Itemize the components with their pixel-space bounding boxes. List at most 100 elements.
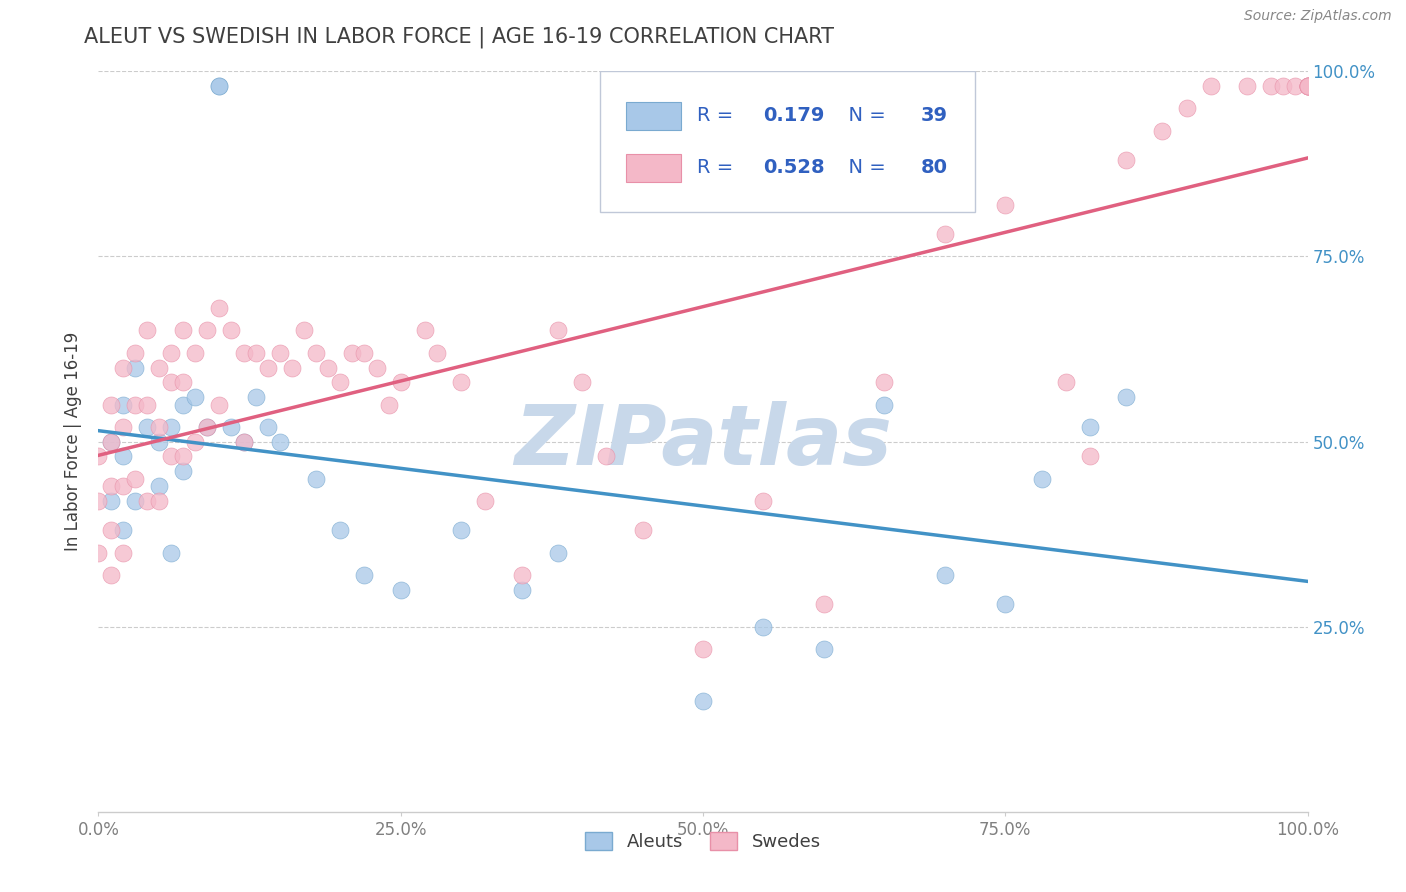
Point [124,471,146,485]
Point [148,419,170,434]
Point [342,345,364,359]
Point [124,345,146,359]
Point [124,360,146,375]
Point [148,493,170,508]
Point [100,524,122,538]
Point [195,324,218,338]
Y-axis label: In Labor Force | Age 16-19: In Labor Force | Age 16-19 [65,332,83,551]
Point [245,390,267,404]
Point [692,694,714,708]
Point [245,345,267,359]
Text: R =: R = [697,106,740,125]
Text: N =: N = [837,106,891,125]
Point [135,419,157,434]
Point [1296,79,1319,94]
Point [994,598,1017,612]
Point [571,376,593,390]
Point [281,360,304,375]
Point [329,524,352,538]
Point [111,524,134,538]
Point [1260,79,1282,94]
Point [813,641,835,656]
Text: ZIPatlas: ZIPatlas [515,401,891,482]
Point [692,641,714,656]
Point [100,493,122,508]
Point [100,567,122,582]
Point [160,345,183,359]
Point [1115,390,1137,404]
Point [135,324,157,338]
Point [377,398,399,412]
Point [1284,79,1306,94]
Point [450,376,472,390]
Point [232,434,254,449]
FancyBboxPatch shape [626,153,682,182]
Point [1152,123,1174,137]
Point [752,493,775,508]
Point [221,419,243,434]
Point [1175,102,1198,116]
Point [208,301,231,316]
Point [160,419,183,434]
Point [474,493,496,508]
Point [111,546,134,560]
Point [1236,79,1258,94]
Point [1296,79,1319,94]
Point [1272,79,1295,94]
Point [172,376,194,390]
Point [184,434,207,449]
Point [353,345,375,359]
Point [413,324,436,338]
Point [813,598,835,612]
Point [994,197,1017,211]
Point [208,79,231,94]
Point [148,434,170,449]
Point [160,450,183,464]
Point [232,434,254,449]
Point [873,398,896,412]
Text: R =: R = [697,158,740,178]
Point [1115,153,1137,168]
Point [1296,79,1319,94]
Point [1078,419,1101,434]
Point [510,582,533,597]
Point [195,419,218,434]
Point [135,398,157,412]
Point [100,479,122,493]
Point [111,398,134,412]
Point [292,324,315,338]
Point [873,376,896,390]
Point [124,398,146,412]
Point [595,450,617,464]
Point [305,471,328,485]
Point [221,324,243,338]
Point [172,324,194,338]
Point [934,567,956,582]
Point [1296,79,1319,94]
Text: Source: ZipAtlas.com: Source: ZipAtlas.com [1244,9,1392,23]
Text: ALEUT VS SWEDISH IN LABOR FORCE | AGE 16-19 CORRELATION CHART: ALEUT VS SWEDISH IN LABOR FORCE | AGE 16… [84,27,834,48]
Point [426,345,449,359]
Point [305,345,328,359]
Point [208,79,231,94]
Point [135,493,157,508]
Point [208,398,231,412]
Point [148,360,170,375]
Point [172,450,194,464]
Point [87,546,110,560]
Point [510,567,533,582]
Point [389,582,412,597]
Point [316,360,339,375]
Point [353,567,375,582]
Point [256,419,278,434]
Text: 0.179: 0.179 [763,106,825,125]
Point [1031,471,1053,485]
Point [256,360,278,375]
Point [87,450,110,464]
Point [160,376,183,390]
Point [269,345,291,359]
Point [1199,79,1222,94]
Point [172,398,194,412]
Point [1296,79,1319,94]
Point [195,419,218,434]
